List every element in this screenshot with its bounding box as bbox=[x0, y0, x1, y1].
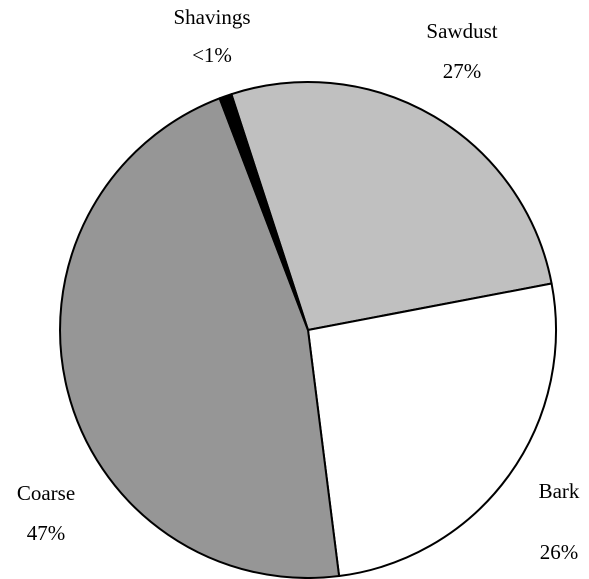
pie-slice-sawdust bbox=[230, 81, 553, 331]
label-coarse: Coarse 47% bbox=[17, 481, 75, 545]
label-bark-value: 26% bbox=[540, 540, 579, 564]
label-bark-name: Bark bbox=[539, 479, 580, 503]
label-sawdust: Sawdust 27% bbox=[426, 19, 497, 83]
pie-slice-shavings bbox=[218, 93, 309, 331]
pie-slice-coarse bbox=[59, 97, 341, 579]
label-shavings-name: Shavings bbox=[173, 5, 250, 29]
pie-slice-bark bbox=[307, 282, 557, 578]
label-sawdust-value: 27% bbox=[443, 59, 482, 83]
label-bark: Bark 26% bbox=[539, 479, 580, 564]
label-coarse-value: 47% bbox=[27, 521, 66, 545]
label-shavings: Shavings <1% bbox=[173, 5, 250, 67]
label-coarse-name: Coarse bbox=[17, 481, 75, 505]
label-shavings-value: <1% bbox=[192, 43, 232, 67]
pie-slices bbox=[59, 81, 557, 579]
label-sawdust-name: Sawdust bbox=[426, 19, 497, 43]
